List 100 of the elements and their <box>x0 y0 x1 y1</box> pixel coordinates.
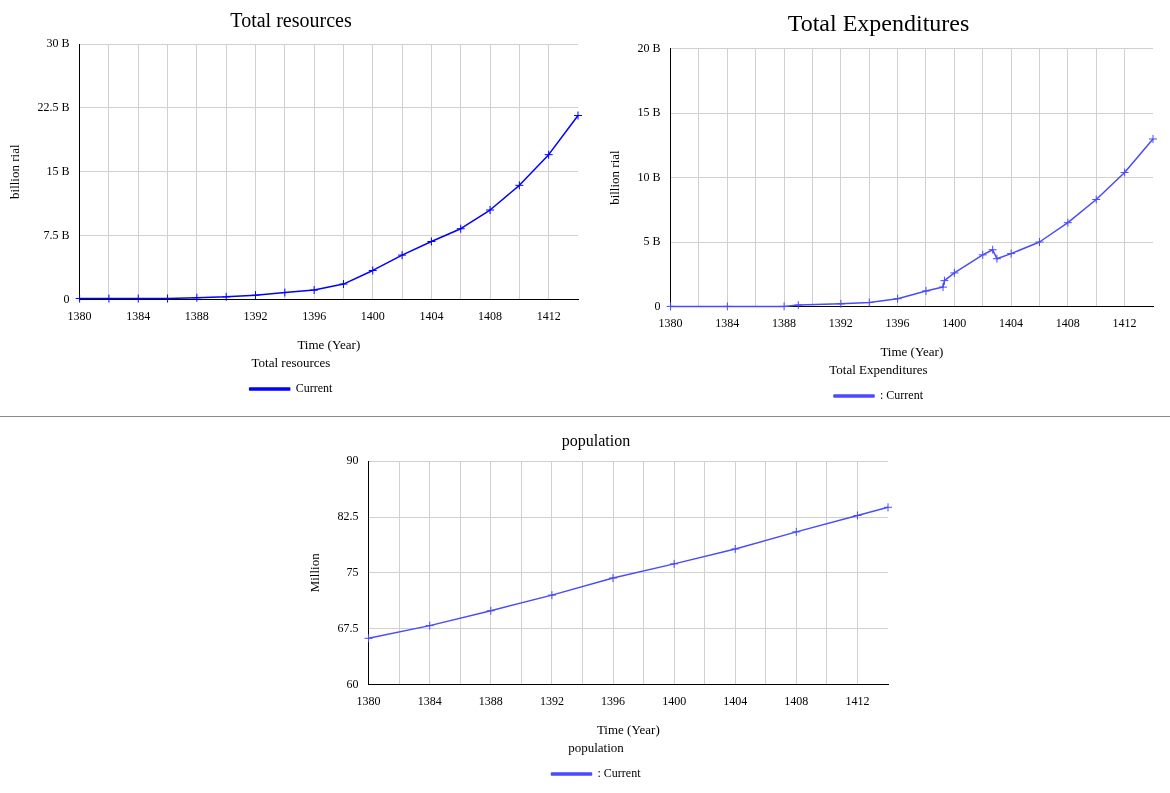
chart-title: population <box>561 431 631 450</box>
x-tick-label: 1384 <box>126 308 151 323</box>
point <box>426 237 436 247</box>
point <box>883 502 893 512</box>
y-tick-label: 5 B <box>643 234 661 249</box>
point <box>368 265 378 275</box>
point <box>791 527 801 537</box>
y-tick-label: 20 B <box>637 40 661 55</box>
point <box>544 150 554 160</box>
point <box>949 268 959 278</box>
legend-label: : Current <box>880 388 924 403</box>
point <box>1034 237 1044 247</box>
x-tick-label: 1380 <box>356 693 381 708</box>
y-tick-label: 60 <box>346 676 359 691</box>
point <box>921 286 931 296</box>
point <box>221 292 231 302</box>
x-tick-label: 1392 <box>539 693 564 708</box>
x-tick-label: 1412 <box>536 308 561 323</box>
point <box>992 254 1002 264</box>
point <box>338 279 348 289</box>
x-tick-label: 1404 <box>999 315 1024 330</box>
point <box>133 294 143 304</box>
x-tick-label: 1400 <box>942 315 967 330</box>
point <box>1091 195 1101 204</box>
x-axis-title: Time (Year) <box>596 722 660 738</box>
point <box>1063 218 1073 228</box>
point <box>669 559 679 569</box>
x-axis-title: Time (Year) <box>880 344 944 360</box>
point <box>779 301 789 311</box>
point <box>547 590 557 600</box>
point <box>1148 134 1158 144</box>
x-tick-label: 1392 <box>243 308 268 323</box>
point <box>722 301 732 311</box>
legend-label: : Current <box>597 766 642 781</box>
y-tick-label: 15 B <box>46 163 70 178</box>
point <box>893 294 903 304</box>
x-tick-label: 1408 <box>478 308 503 323</box>
x-tick-label: 1388 <box>184 308 209 323</box>
point <box>514 180 524 190</box>
point <box>280 288 290 298</box>
y-tick-label: 10 B <box>637 169 661 184</box>
legend-label: Current <box>295 381 333 396</box>
x-tick-label: 1388 <box>772 315 797 330</box>
point <box>104 294 114 304</box>
point <box>364 633 374 643</box>
point <box>1120 167 1130 177</box>
y-axis-title: billion rial <box>7 144 23 199</box>
x-tick-label: 1380 <box>658 315 683 330</box>
x-tick-label: 1384 <box>715 315 740 330</box>
point <box>852 511 862 521</box>
point <box>1006 249 1016 259</box>
y-tick-label: 0 <box>63 291 70 306</box>
y-axis-title: Million <box>307 552 323 593</box>
x-tick-label: 1400 <box>662 693 687 708</box>
point <box>425 621 435 631</box>
point <box>666 301 676 311</box>
x-tick-label: 1384 <box>417 693 442 708</box>
x-tick-label: 1404 <box>419 308 444 323</box>
point <box>730 544 740 554</box>
x-tick-label: 1412 <box>1112 315 1137 330</box>
point <box>251 290 261 300</box>
x-tick-label: 1380 <box>67 308 92 323</box>
y-tick-label: 30 B <box>46 36 70 51</box>
point <box>485 205 495 215</box>
point <box>978 250 988 260</box>
x-tick-label: 1400 <box>360 308 385 323</box>
x-tick-label: 1408 <box>784 693 809 708</box>
x-tick-label: 1388 <box>478 693 503 708</box>
x-tick-label: 1396 <box>601 693 626 708</box>
legend-title: Total Expenditures <box>829 362 928 378</box>
point <box>608 573 618 583</box>
chart-title: Total Expenditures <box>787 9 970 36</box>
y-tick-label: 90 <box>346 453 359 468</box>
legend-title: population <box>568 740 625 756</box>
x-tick-label: 1412 <box>845 693 870 708</box>
point <box>793 300 803 310</box>
legend-title: Total resources <box>251 355 331 371</box>
y-tick-label: 82.5 <box>337 509 359 524</box>
x-tick-label: 1396 <box>302 308 327 323</box>
y-axis-title: billion rial <box>607 149 623 205</box>
point <box>988 245 998 255</box>
point <box>456 224 466 234</box>
y-tick-label: 0 <box>654 298 661 313</box>
x-tick-label: 1392 <box>828 315 853 330</box>
point <box>573 111 583 121</box>
point <box>309 285 319 295</box>
chart-title: Total resources <box>230 9 352 32</box>
y-tick-label: 22.5 B <box>37 100 70 115</box>
x-tick-label: 1396 <box>885 315 910 330</box>
point <box>938 282 948 292</box>
x-tick-label: 1408 <box>1055 315 1080 330</box>
point <box>939 276 949 286</box>
x-tick-label: 1404 <box>723 693 748 708</box>
y-tick-label: 67.5 <box>337 620 359 635</box>
point <box>486 606 496 616</box>
y-tick-label: 75 <box>346 564 359 579</box>
y-tick-label: 15 B <box>637 105 661 120</box>
point <box>397 250 407 260</box>
point <box>192 293 202 303</box>
y-tick-label: 7.5 B <box>43 227 70 242</box>
